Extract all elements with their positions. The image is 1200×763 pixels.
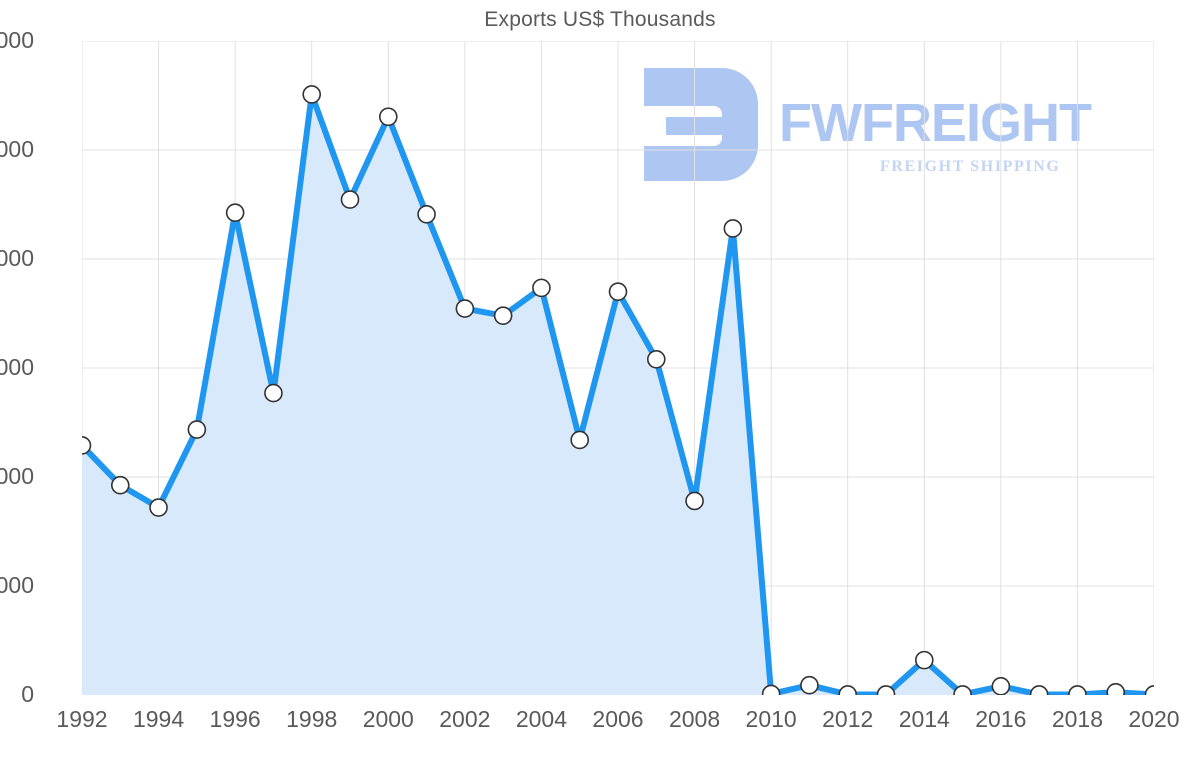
data-point-marker[interactable] [532,278,551,298]
x-axis-tick-label: 2012 [822,706,874,732]
x-axis-tick-label: 1994 [132,706,185,732]
data-point-marker[interactable] [685,491,704,511]
y-axis-tick-label: 1 000 [0,572,34,598]
x-axis-tick-label: 2020 [1128,706,1180,732]
x-axis-tick-label: 2000 [362,706,414,732]
data-point-marker[interactable] [723,219,743,238]
data-point-marker[interactable] [914,650,934,670]
x-axis-tick-label: 2008 [668,706,721,732]
y-axis-tick-label: 3 000 [0,354,34,380]
data-point-marker[interactable] [187,420,207,439]
data-point-marker[interactable] [991,676,1011,695]
data-point-marker[interactable] [82,436,92,455]
x-axis-tick-label: 1998 [286,706,338,732]
area-fill [82,94,1154,695]
data-point-marker[interactable] [264,383,283,403]
data-point-marker[interactable] [761,684,781,695]
x-axis-tick-label: 2006 [592,706,644,732]
data-point-marker[interactable] [1068,685,1087,695]
y-axis-tick-label: 6 000 [0,27,34,53]
data-point-marker[interactable] [1144,685,1155,695]
x-axis-tick-label: 2010 [745,706,797,732]
data-point-marker[interactable] [876,685,896,695]
data-point-marker[interactable] [455,299,475,318]
x-axis-tick-label: 2002 [439,706,491,732]
data-point-marker[interactable] [225,203,245,222]
data-point-marker[interactable] [340,190,360,209]
data-point-marker[interactable] [800,675,819,695]
x-axis-tick-label: 2014 [898,706,950,732]
data-point-marker[interactable] [1029,685,1049,695]
data-point-marker[interactable] [110,475,130,495]
data-point-marker[interactable] [608,282,628,301]
data-point-marker[interactable] [417,205,436,224]
plot-area [82,41,1154,695]
data-point-marker[interactable] [953,685,972,695]
data-point-marker[interactable] [646,349,666,369]
x-axis-tick-label: 1992 [56,706,108,732]
plot-svg [82,41,1154,695]
y-axis-tick-label: 5 000 [0,136,34,162]
data-point-marker[interactable] [149,498,168,517]
chart-title: Exports US$ Thousands [484,8,716,31]
data-point-marker[interactable] [570,430,590,450]
x-axis-tick-label: 2018 [1051,706,1103,732]
y-axis-tick-label: 4 000 [0,245,34,271]
y-axis-tick-label: 0 [21,681,34,707]
y-axis-tick-label: 2 000 [0,463,34,489]
data-point-marker[interactable] [838,685,858,695]
data-point-marker[interactable] [302,85,322,104]
data-point-marker[interactable] [493,306,513,325]
data-point-marker[interactable] [378,107,398,127]
x-axis-tick-label: 2016 [975,706,1027,732]
data-markers [82,85,1155,695]
data-point-marker[interactable] [1106,682,1126,695]
x-axis-tick-label: 1996 [209,706,261,732]
x-axis-tick-label: 2004 [515,706,567,732]
